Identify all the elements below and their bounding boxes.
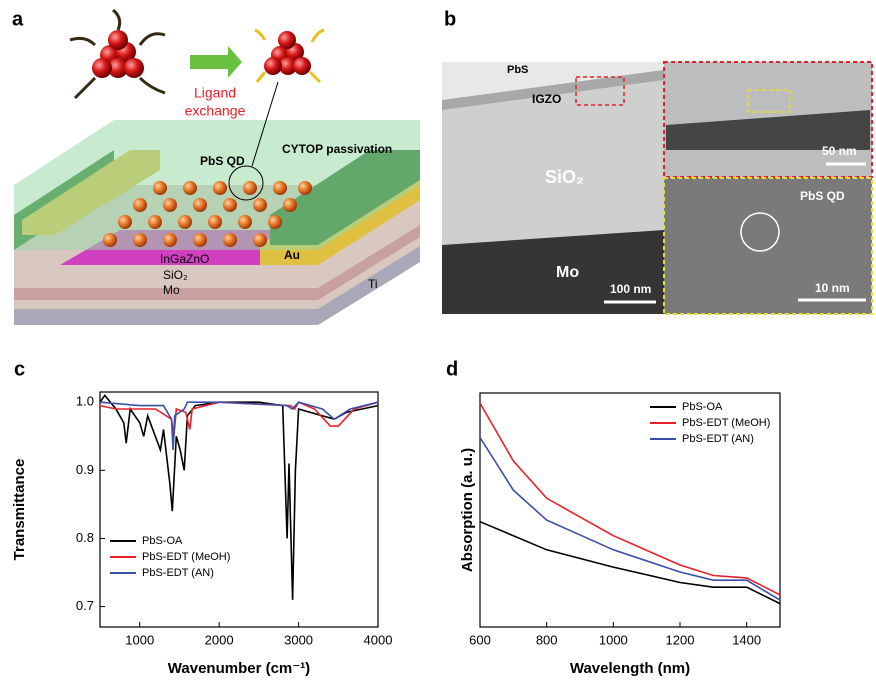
mo-label: Mo	[163, 283, 180, 297]
panel-label: d	[446, 358, 458, 380]
panel-a: a Ligand exchange PbS QD CYTOP passiva	[12, 8, 420, 325]
data-line	[480, 438, 780, 601]
x-tick-label: 1000	[599, 632, 628, 647]
au-label: Au	[284, 248, 300, 262]
x-axis-label: Wavelength (nm)	[570, 660, 690, 677]
legend-label: PbS-OA	[142, 535, 183, 547]
panel-b: b PbS IGZO SiO₂ Mo 100 nm 50 nm PbS QD 1…	[442, 8, 872, 314]
y-axis-label: Transmittance	[11, 459, 28, 561]
ligand-text: exchange	[185, 103, 246, 119]
legend-label: PbS-EDT (MeOH)	[682, 417, 770, 429]
x-axis-label: Wavenumber (cm⁻¹)	[168, 660, 310, 677]
x-tick-label: 600	[469, 632, 491, 647]
figure: a Ligand exchange PbS QD CYTOP passiva	[0, 0, 876, 682]
scale-label: 50 nm	[822, 144, 857, 158]
ligand-text: Ligand	[194, 85, 236, 101]
sio2-label: SiO₂	[163, 268, 188, 282]
data-line	[480, 403, 780, 595]
x-tick-label: 1400	[732, 632, 761, 647]
x-tick-label: 4000	[364, 632, 393, 647]
scale-label: 100 nm	[610, 282, 651, 296]
panel-label: c	[14, 358, 25, 380]
y-tick-label: 1.0	[76, 394, 94, 409]
panel-label: b	[444, 8, 456, 30]
sio2-label: SiO₂	[545, 167, 584, 187]
x-tick-label: 3000	[284, 632, 313, 647]
exchange-arrow	[190, 46, 242, 78]
legend-label: PbS-OA	[682, 401, 723, 413]
scale-label: 10 nm	[815, 281, 850, 295]
x-tick-label: 2000	[205, 632, 234, 647]
y-axis-label: Absorption (a. u.)	[459, 448, 476, 572]
panel-label: a	[12, 8, 24, 30]
pbs-qd-label: PbS QD	[200, 154, 245, 168]
y-tick-label: 0.8	[76, 530, 94, 545]
x-tick-label: 800	[536, 632, 558, 647]
data-line	[480, 522, 780, 604]
cytop-label: CYTOP passivation	[282, 142, 392, 156]
igzo-label: InGaZnO	[160, 252, 209, 266]
pbs-qd-label: PbS QD	[800, 189, 845, 203]
legend-label: PbS-EDT (AN)	[142, 567, 214, 579]
legend-label: PbS-EDT (AN)	[682, 433, 754, 445]
edt-dot	[255, 30, 324, 82]
legend-label: PbS-EDT (MeOH)	[142, 551, 230, 563]
ti-label: Ti	[368, 277, 378, 291]
x-tick-label: 1000	[125, 632, 154, 647]
oa-dot	[70, 10, 165, 98]
mo-label: Mo	[556, 264, 579, 281]
y-tick-label: 0.9	[76, 462, 94, 477]
igzo-label: IGZO	[532, 92, 561, 106]
pbs-label: PbS	[507, 64, 528, 76]
y-tick-label: 0.7	[76, 598, 94, 613]
x-tick-label: 1200	[666, 632, 695, 647]
